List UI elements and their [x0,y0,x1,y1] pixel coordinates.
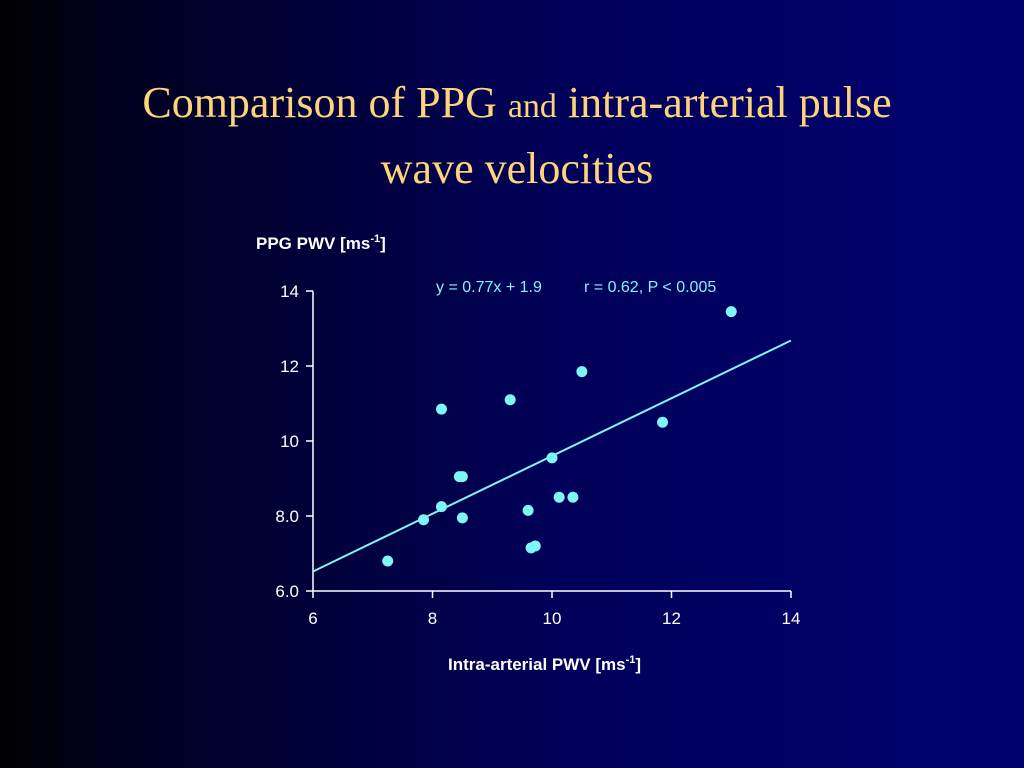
data-point [553,491,565,503]
title-part-a: Comparison of PPG [142,78,497,127]
title-part-b: and [507,88,557,125]
x-axis-label: Intra-arterial PWV [ms-1] [448,654,641,674]
title-line-2: wave velocities [380,144,654,193]
x-tick-label: 8 [428,609,437,628]
data-point [382,555,394,567]
y-tick-label: 8.0 [275,507,299,526]
data-point [725,306,737,318]
data-point [504,394,516,406]
data-point [435,403,447,415]
data-point [576,366,588,378]
x-tick-label: 6 [308,609,317,628]
data-point [522,504,534,516]
slide-title: Comparison of PPG and intra-arterial pul… [0,72,1024,200]
data-point [435,501,447,513]
data-point [418,514,430,526]
y-tick-label: 6.0 [275,582,299,601]
data-point [567,491,579,503]
data-point [546,452,558,464]
regression-equation: y = 0.77x + 1.9 [436,279,542,296]
data-point [657,416,669,428]
y-tick-label: 12 [280,357,299,376]
x-tick-label: 10 [543,609,562,628]
y-tick-label: 14 [280,282,299,301]
y-axis-label: PPG PWV [ms-1] [256,233,386,253]
data-point [456,471,468,483]
title-part-c: intra-arterial pulse [567,78,892,127]
title-line-1: Comparison of PPG and intra-arterial pul… [0,72,1024,138]
x-tick-label: 14 [782,609,801,628]
correlation-stat: r = 0.62, P < 0.005 [584,279,716,296]
data-points [382,306,737,567]
data-point [529,540,541,552]
chart-axes: 6 8 10 12 14 6.0 8.0 10 12 14 [275,282,800,628]
x-tick-label: 12 [662,609,681,628]
data-point [456,512,468,524]
y-tick-label: 10 [280,432,299,451]
